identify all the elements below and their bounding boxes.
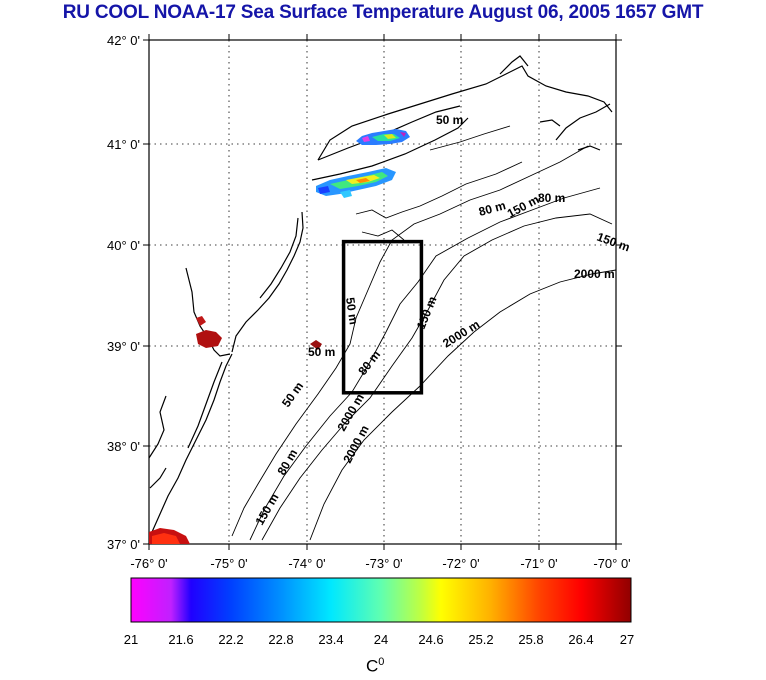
- lon-labels: -76° 0' -75° 0' -74° 0' -73° 0' -72° 0' …: [130, 556, 630, 571]
- colorbar-tick-label: 21.6: [168, 632, 193, 647]
- coastline: [148, 55, 613, 533]
- sst-patch-delaware-bay: [196, 330, 222, 348]
- colorbar-tick-label: 27: [620, 632, 634, 647]
- contour-label: 50 m: [308, 345, 335, 359]
- colorbar-unit-label: C: [366, 656, 379, 676]
- colorbar-tick-label: 24: [374, 632, 388, 647]
- lat-labels: 42° 0' 41° 0' 40° 0' 39° 0' 38° 0' 37° 0…: [107, 33, 140, 552]
- colorbar-unit: C0: [366, 656, 384, 677]
- lat-label: 39° 0': [107, 339, 140, 354]
- isobath-80m: [249, 187, 601, 541]
- lat-label: 38° 0': [107, 439, 140, 454]
- isobath-2000m: [309, 269, 617, 541]
- lat-label: 42° 0': [107, 33, 140, 48]
- lon-label: -73° 0': [365, 556, 402, 571]
- contour-label: 2000 m: [574, 267, 615, 281]
- lat-label: 37° 0': [107, 537, 140, 552]
- graticule: [149, 40, 616, 544]
- lon-label: -71° 0': [520, 556, 557, 571]
- study-area-box: [341, 239, 424, 395]
- colorbar-tick-label: 25.8: [518, 632, 543, 647]
- contour-label: 50 m: [343, 296, 361, 325]
- lon-label: -76° 0': [130, 556, 167, 571]
- colorbar-unit-superscript: 0: [378, 656, 385, 668]
- colorbar: [130, 577, 632, 623]
- lon-label: -72° 0': [442, 556, 479, 571]
- lon-label: -75° 0': [210, 556, 247, 571]
- contour-label: 80 m: [538, 191, 565, 205]
- contour-label: 50 m: [436, 113, 463, 127]
- lat-label: 40° 0': [107, 238, 140, 253]
- colorbar-tick-label: 25.2: [468, 632, 493, 647]
- colorbar-tick-label: 24.6: [418, 632, 443, 647]
- contour-label: 80 m: [477, 198, 507, 219]
- colorbar-tick-label: 22.2: [218, 632, 243, 647]
- isobath-50m: [231, 145, 589, 537]
- sst-patch-offshore-small: [310, 340, 322, 350]
- sst-patches: [149, 129, 410, 544]
- axis-ticks: [143, 34, 622, 550]
- colorbar-ticks: 21 21.6 22.2 22.8 23.4 24 24.6 25.2 25.8…: [124, 632, 634, 647]
- lat-label: 41° 0': [107, 137, 140, 152]
- colorbar-tick-label: 21: [124, 632, 138, 647]
- colorbar-tick-label: 22.8: [268, 632, 293, 647]
- colorbar-tick-label: 23.4: [318, 632, 343, 647]
- lon-label: -74° 0': [288, 556, 325, 571]
- chart-title: RU COOL NOAA-17 Sea Surface Temperature …: [62, 2, 704, 23]
- colorbar-tick-label: 26.4: [568, 632, 593, 647]
- map-frame: [148, 39, 617, 545]
- lon-label: -70° 0': [593, 556, 630, 571]
